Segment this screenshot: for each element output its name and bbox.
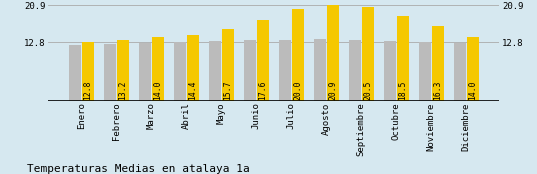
Bar	[349, 40, 361, 101]
Bar	[82, 42, 94, 101]
Bar	[292, 9, 304, 101]
Bar	[104, 44, 116, 101]
Bar	[397, 16, 409, 101]
Bar	[454, 43, 466, 101]
Bar	[174, 42, 186, 101]
Bar	[187, 35, 199, 101]
Bar	[257, 20, 269, 101]
Bar	[139, 43, 151, 101]
Bar	[419, 42, 431, 101]
Bar	[152, 37, 164, 101]
Text: 15.7: 15.7	[223, 81, 233, 100]
Bar	[222, 29, 234, 101]
Text: 20.5: 20.5	[364, 81, 372, 100]
Text: 20.9: 20.9	[328, 81, 337, 100]
Text: 16.3: 16.3	[433, 81, 442, 100]
Text: 18.5: 18.5	[398, 81, 407, 100]
Bar	[244, 41, 256, 101]
Bar	[362, 7, 374, 101]
Bar	[117, 41, 129, 101]
Text: 20.0: 20.0	[293, 81, 302, 100]
Text: 14.0: 14.0	[154, 81, 162, 100]
Bar	[314, 39, 326, 101]
Bar	[432, 26, 444, 101]
Bar	[326, 5, 339, 101]
Text: 13.2: 13.2	[118, 81, 127, 100]
Bar	[384, 41, 396, 101]
Bar	[69, 45, 81, 101]
Text: Temperaturas Medias en atalaya 1a: Temperaturas Medias en atalaya 1a	[27, 164, 250, 174]
Text: 14.4: 14.4	[188, 81, 198, 100]
Text: 14.0: 14.0	[468, 81, 477, 100]
Text: 17.6: 17.6	[258, 81, 267, 100]
Text: 12.8: 12.8	[83, 81, 92, 100]
Bar	[467, 37, 479, 101]
Bar	[209, 41, 221, 101]
Bar	[279, 40, 291, 101]
